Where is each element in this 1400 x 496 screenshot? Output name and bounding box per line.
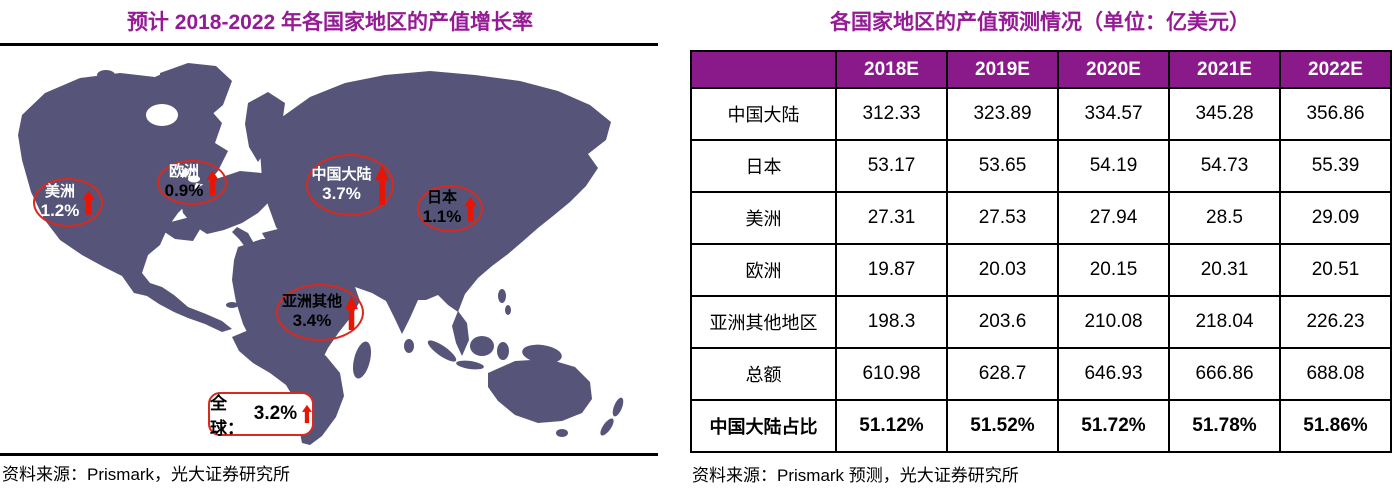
up-arrow-icon bbox=[374, 165, 389, 205]
value-cell: 646.93 bbox=[1057, 347, 1170, 401]
table-corner-cell bbox=[690, 50, 837, 89]
value-cell: 226.23 bbox=[1279, 295, 1392, 349]
left-title-rule bbox=[0, 43, 658, 46]
annotation-europe: 欧洲 0.9% bbox=[157, 160, 227, 205]
row-label-cell: 欧洲 bbox=[690, 243, 837, 297]
value-cell: 20.03 bbox=[946, 243, 1059, 297]
annotation-value: 1.2% bbox=[40, 201, 80, 221]
value-cell: 688.08 bbox=[1279, 347, 1392, 401]
annotation-china: 中国大陆 3.7% bbox=[306, 154, 394, 216]
table-row: 欧洲 19.87 20.03 20.15 20.31 20.51 bbox=[690, 243, 1392, 297]
world-map bbox=[18, 63, 624, 445]
value-cell: 51.78% bbox=[1168, 399, 1281, 453]
annotation-label: 全球： bbox=[210, 394, 244, 438]
up-arrow-icon bbox=[206, 170, 220, 195]
forecast-table: 2018E 2019E 2020E 2021E 2022E 中国大陆 312.33 323.… bbox=[690, 50, 1392, 453]
column-header: 2018E bbox=[835, 50, 948, 89]
table-row: 亚洲其他地区 198.3 203.6 210.08 218.04 226.23 bbox=[690, 295, 1392, 349]
annotation-value: 0.9% bbox=[164, 181, 204, 201]
annotation-value: 3.2% bbox=[253, 403, 298, 424]
annotation-americas: 美洲 1.2% bbox=[33, 178, 103, 227]
value-cell: 345.28 bbox=[1168, 87, 1281, 141]
value-cell: 51.12% bbox=[835, 399, 948, 453]
value-cell: 628.7 bbox=[946, 347, 1059, 401]
value-cell: 20.51 bbox=[1279, 243, 1392, 297]
row-label-cell: 亚洲其他地区 bbox=[690, 295, 837, 349]
annotation-label: 欧洲 bbox=[168, 164, 199, 181]
value-cell: 20.15 bbox=[1057, 243, 1170, 297]
value-cell: 312.33 bbox=[835, 87, 948, 141]
column-header: 2020E bbox=[1057, 50, 1170, 89]
annotation-global: 全球： 3.2% bbox=[208, 392, 314, 438]
right-panel-title: 各国家地区的产值预测情况（单位：亿美元） bbox=[830, 11, 1250, 34]
up-arrow-icon bbox=[345, 295, 358, 330]
column-header: 2021E bbox=[1168, 50, 1281, 89]
column-header: 2019E bbox=[946, 50, 1059, 89]
right-source-text: 资料来源：Prismark 预测，光大证券研究所 bbox=[692, 466, 1019, 485]
value-cell: 53.65 bbox=[946, 139, 1059, 193]
annotation-label: 日本 bbox=[426, 190, 457, 207]
value-cell: 28.5 bbox=[1168, 191, 1281, 245]
value-cell: 54.73 bbox=[1168, 139, 1281, 193]
table-row: 中国大陆占比 51.12% 51.52% 51.72% 51.78% 51.86% bbox=[690, 399, 1392, 453]
value-cell: 323.89 bbox=[946, 87, 1059, 141]
table-row: 总额 610.98 628.7 646.93 666.86 688.08 bbox=[690, 347, 1392, 401]
value-cell: 55.39 bbox=[1279, 139, 1392, 193]
value-cell: 27.31 bbox=[835, 191, 948, 245]
table-row: 日本 53.17 53.65 54.19 54.73 55.39 bbox=[690, 139, 1392, 193]
left-source-rule bbox=[0, 453, 658, 456]
value-cell: 51.72% bbox=[1057, 399, 1170, 453]
left-panel-title: 预计 2018-2022 年各国家地区的产值增长率 bbox=[126, 11, 534, 34]
value-cell: 51.86% bbox=[1279, 399, 1392, 453]
row-label-cell: 总额 bbox=[690, 347, 837, 401]
value-cell: 27.94 bbox=[1057, 191, 1170, 245]
table-row: 美洲 27.31 27.53 27.94 28.5 29.09 bbox=[690, 191, 1392, 245]
annotation-label: 亚洲其他 bbox=[281, 294, 342, 311]
up-arrow-icon bbox=[82, 190, 96, 215]
value-cell: 27.53 bbox=[946, 191, 1059, 245]
left-source-text: 资料来源：Prismark，光大证券研究所 bbox=[2, 465, 291, 484]
value-cell: 29.09 bbox=[1279, 191, 1392, 245]
table-body: 中国大陆 312.33 323.89 334.57 345.28 356.86 日本 53.1… bbox=[690, 87, 1392, 453]
value-cell: 610.98 bbox=[835, 347, 948, 401]
value-cell: 666.86 bbox=[1168, 347, 1281, 401]
value-cell: 19.87 bbox=[835, 243, 948, 297]
row-label-cell: 中国大陆占比 bbox=[690, 399, 837, 453]
value-cell: 218.04 bbox=[1168, 295, 1281, 349]
value-cell: 334.57 bbox=[1057, 87, 1170, 141]
value-cell: 210.08 bbox=[1057, 295, 1170, 349]
table-header-row: 2018E 2019E 2020E 2021E 2022E bbox=[690, 50, 1392, 89]
value-cell: 53.17 bbox=[835, 139, 948, 193]
value-cell: 203.6 bbox=[946, 295, 1059, 349]
annotation-label: 中国大陆 bbox=[311, 166, 372, 183]
value-cell: 356.86 bbox=[1279, 87, 1392, 141]
row-label-cell: 美洲 bbox=[690, 191, 837, 245]
annotation-japan: 日本 1.1% bbox=[417, 185, 483, 232]
annotation-value: 1.1% bbox=[422, 207, 462, 227]
annotation-value: 3.7% bbox=[322, 183, 361, 203]
up-arrow-icon bbox=[302, 404, 312, 424]
value-cell: 198.3 bbox=[835, 295, 948, 349]
column-header: 2022E bbox=[1279, 50, 1392, 89]
row-label-cell: 日本 bbox=[690, 139, 837, 193]
annotation-value: 3.4% bbox=[292, 311, 332, 331]
up-arrow-icon bbox=[464, 196, 478, 221]
row-label-cell: 中国大陆 bbox=[690, 87, 837, 141]
value-cell: 51.52% bbox=[946, 399, 1059, 453]
value-cell: 54.19 bbox=[1057, 139, 1170, 193]
table-row: 中国大陆 312.33 323.89 334.57 345.28 356.86 bbox=[690, 87, 1392, 141]
annotation-label: 美洲 bbox=[44, 184, 75, 201]
annotation-asia-other: 亚洲其他 3.4% bbox=[276, 284, 364, 341]
value-cell: 20.31 bbox=[1168, 243, 1281, 297]
